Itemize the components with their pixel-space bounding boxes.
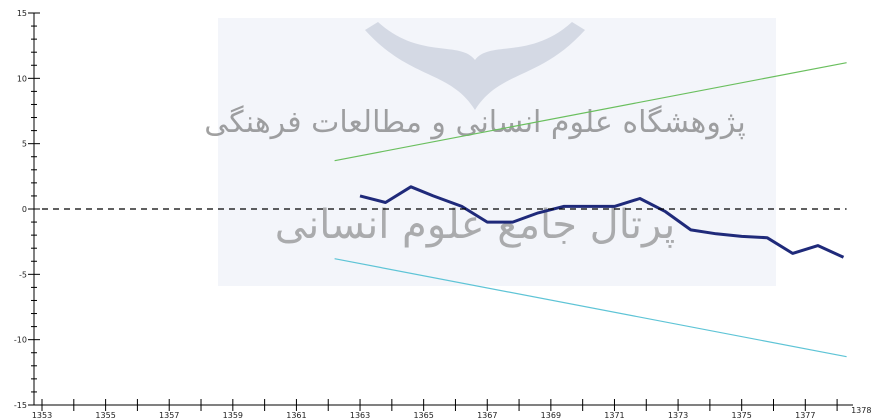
x-tick-label: 1375 — [732, 411, 752, 420]
series-line-lower-bound — [334, 258, 847, 358]
y-tick-label: -10 — [14, 336, 27, 345]
watermark-text-line2: پرتال جامع علوم انسانی — [275, 202, 676, 248]
x-tick-label: 1367 — [477, 411, 497, 420]
y-tick-label: 0 — [22, 205, 27, 214]
y-tick-label: -5 — [19, 270, 27, 279]
x-tick-label: 1361 — [286, 411, 306, 420]
y-tick-label: -15 — [14, 401, 27, 410]
x-tick-label: 1359 — [223, 411, 243, 420]
x-tick-label: 1363 — [350, 411, 370, 420]
x-tick-label: 1365 — [413, 411, 433, 420]
x-tick-label: 1371 — [604, 411, 624, 420]
x-tick-label: 1353 — [32, 411, 52, 420]
axes: -15 -10 -5 0 5 10 15 1353 1355 1357 1359 1361 1363 13… — [14, 9, 872, 420]
y-tick-label: 15 — [17, 9, 27, 18]
y-tick-label: 5 — [22, 140, 27, 149]
x-tick-label: 1378 — [851, 406, 871, 415]
watermark-emblem — [365, 22, 585, 110]
x-tick-label: 1357 — [159, 411, 179, 420]
y-tick-label: 10 — [17, 74, 27, 83]
series-line-main — [359, 185, 845, 259]
x-tick-label: 1373 — [668, 411, 688, 420]
series-layer — [42, 62, 847, 358]
watermark: پژوهشگاه علوم انسانی و مطالعات فرهنگی پر… — [204, 18, 776, 286]
x-tick-label: 1369 — [541, 411, 561, 420]
x-tick-label: 1355 — [95, 411, 115, 420]
series-line-upper-bound — [334, 62, 847, 162]
x-tick-label: 1377 — [795, 411, 815, 420]
watermark-text-line1: پژوهشگاه علوم انسانی و مطالعات فرهنگی — [204, 105, 746, 140]
